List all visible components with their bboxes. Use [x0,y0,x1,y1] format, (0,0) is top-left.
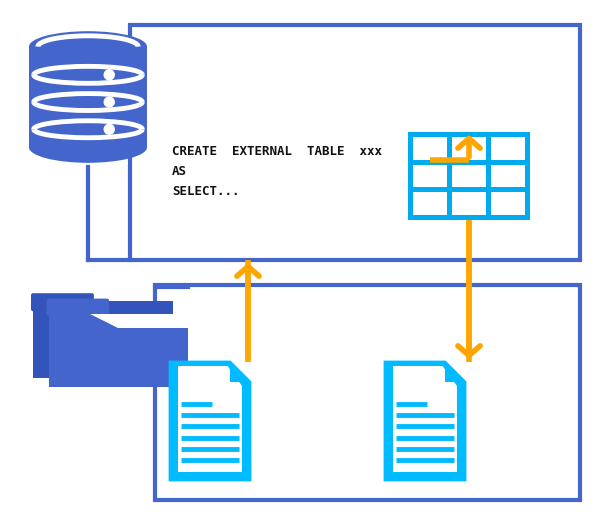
FancyBboxPatch shape [452,192,486,215]
FancyBboxPatch shape [452,137,486,160]
Polygon shape [178,366,242,472]
FancyBboxPatch shape [33,301,173,378]
FancyBboxPatch shape [491,164,525,187]
FancyBboxPatch shape [491,192,525,215]
Polygon shape [445,362,465,382]
Bar [29,47,147,147]
FancyBboxPatch shape [413,192,447,215]
Circle shape [104,124,114,134]
Polygon shape [170,362,250,480]
FancyBboxPatch shape [413,164,447,187]
FancyBboxPatch shape [408,132,530,220]
Ellipse shape [29,31,147,62]
Circle shape [104,70,114,80]
Text: SELECT...: SELECT... [172,185,239,198]
Polygon shape [230,362,250,382]
Circle shape [104,97,114,107]
Text: CREATE  EXTERNAL  TABLE  xxx: CREATE EXTERNAL TABLE xxx [172,145,382,158]
Polygon shape [91,313,188,328]
FancyBboxPatch shape [31,293,94,311]
FancyBboxPatch shape [49,313,188,387]
Text: AS: AS [172,165,187,178]
FancyBboxPatch shape [413,137,447,160]
FancyBboxPatch shape [452,164,486,187]
FancyBboxPatch shape [491,137,525,160]
Polygon shape [393,366,457,472]
Ellipse shape [29,132,147,163]
FancyBboxPatch shape [47,298,109,315]
Polygon shape [385,362,465,480]
